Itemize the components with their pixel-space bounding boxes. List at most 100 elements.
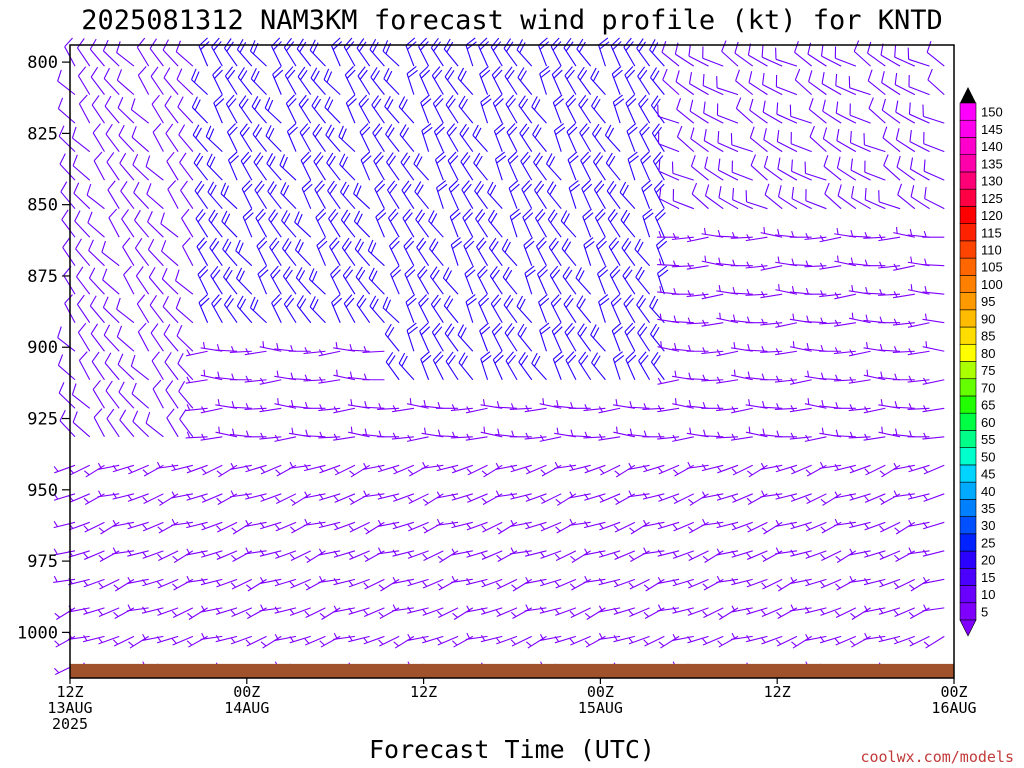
barb-half-flag [805, 551, 810, 558]
wind-barb [745, 635, 768, 643]
wind-barb [284, 66, 297, 95]
barb-half-flag [230, 582, 237, 588]
barb-flag [494, 354, 504, 364]
wind-barb [505, 351, 518, 381]
wind-barb [867, 69, 886, 96]
barb-half-flag [819, 636, 825, 642]
barb-staff [691, 165, 709, 181]
barb-flag [116, 297, 121, 310]
barb-half-flag [216, 470, 223, 476]
wind-barb [53, 464, 76, 474]
barb-staff [165, 133, 179, 152]
barb-staff [790, 143, 812, 153]
barb-half-flag [850, 612, 856, 618]
barb-flag [505, 298, 514, 309]
barb-half-flag [849, 349, 854, 356]
wind-barb [450, 237, 463, 266]
wind-barb [272, 65, 284, 95]
barb-flag [652, 151, 662, 162]
barb-flag [551, 322, 562, 332]
wind-barb [608, 237, 621, 266]
wind-barb [489, 266, 503, 295]
wind-barb [108, 208, 120, 238]
barb-staff [748, 54, 768, 67]
wind-barb [716, 431, 739, 439]
wind-barb [613, 426, 635, 438]
barb-flag [64, 37, 73, 48]
wind-barb [662, 68, 680, 96]
wind-barb [762, 72, 783, 96]
barb-half-flag [333, 468, 340, 474]
barb-flag [241, 180, 251, 190]
wind-barb [895, 128, 916, 153]
barb-staff [87, 222, 105, 238]
y-tick-label: 825 [27, 124, 58, 144]
wind-barb [185, 431, 208, 439]
barb-staff [883, 165, 901, 181]
barb-half-flag [584, 640, 591, 646]
barb-flag [642, 183, 653, 193]
wind-barb [820, 493, 842, 506]
barb-flag [555, 126, 566, 135]
barb-flag [475, 155, 483, 167]
barb-flag [213, 297, 222, 308]
wind-barb [686, 262, 709, 270]
barb-half-flag [791, 641, 797, 647]
barb-half-flag [748, 399, 751, 406]
wind-barb [348, 426, 370, 438]
wind-barb [819, 317, 842, 325]
colorbar-label: 145 [981, 122, 1003, 137]
barb-flag [108, 208, 118, 219]
barb-half-flag [203, 369, 206, 377]
barb-half-flag [53, 520, 58, 527]
wind-barb [116, 69, 135, 96]
wind-barb [686, 235, 709, 243]
wind-barb [598, 294, 610, 323]
barb-flag [561, 238, 569, 249]
wind-barb [611, 65, 623, 95]
barb-flag [461, 355, 468, 367]
wind-barb [760, 227, 783, 238]
wind-barb [503, 294, 518, 324]
wind-barb [730, 231, 753, 239]
barb-flag [549, 184, 557, 195]
barb-half-flag [127, 494, 133, 501]
barb-staff [705, 195, 724, 210]
wind-barb [535, 237, 547, 266]
barb-flag [575, 267, 582, 279]
wind-barb [459, 123, 474, 152]
wind-barb [210, 265, 223, 295]
barb-half-flag [834, 518, 839, 526]
barb-flag [460, 327, 467, 339]
wind-barb [353, 182, 371, 210]
barb-half-flag [584, 612, 591, 618]
barb-flag [579, 326, 588, 337]
barb-half-flag [186, 575, 191, 583]
wind-barb [274, 550, 297, 559]
wind-barb [156, 607, 179, 616]
wind-barb [150, 323, 164, 352]
barb-flag [534, 180, 542, 191]
barb-staff [688, 55, 709, 67]
barb-staff [86, 194, 105, 210]
barb-half-flag [674, 370, 677, 378]
wind-barb [922, 285, 945, 295]
wind-barb [431, 66, 444, 95]
wind-barb [762, 100, 783, 124]
wind-barb [555, 493, 577, 506]
wind-barb [531, 96, 547, 124]
wind-barb [318, 520, 341, 529]
colorbar-label: 10 [981, 587, 995, 602]
barb-flag [285, 94, 295, 104]
wind-barb [735, 69, 754, 96]
wind-barb [922, 341, 945, 352]
wind-barb [582, 208, 594, 238]
barb-staff [702, 57, 724, 67]
barb-half-flag [776, 430, 780, 437]
barb-half-flag [274, 496, 281, 503]
barb-half-flag [851, 312, 854, 320]
wind-barb [878, 289, 901, 296]
wind-barb [127, 493, 149, 502]
barb-staff [658, 170, 680, 181]
barb-half-flag [436, 463, 442, 470]
